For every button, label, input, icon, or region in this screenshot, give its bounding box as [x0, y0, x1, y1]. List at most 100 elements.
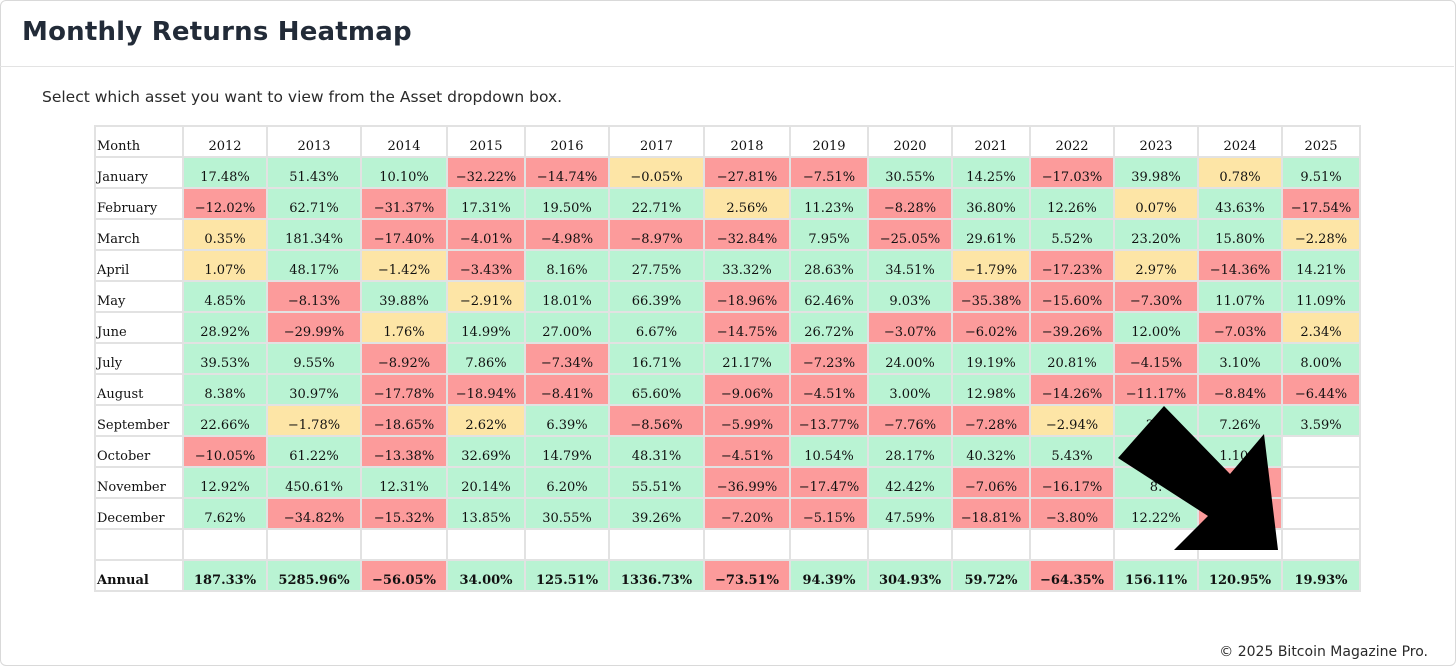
heatmap-cell: 7.26% — [1197, 404, 1283, 437]
heatmap-cell: 3.10% — [1197, 342, 1283, 375]
month-label: January — [94, 156, 184, 189]
heatmap-cell: 0.07% — [1113, 187, 1199, 220]
heatmap-cell: −29.99% — [266, 311, 362, 344]
month-label: April — [94, 249, 184, 282]
heatmap-cell: 66.39% — [608, 280, 705, 313]
year-header-2014: 2014 — [360, 125, 448, 158]
heatmap-cell: −32.84% — [703, 218, 791, 251]
heatmap-cell: 12.31% — [360, 466, 448, 499]
heatmap-cell: −32.22% — [446, 156, 526, 189]
heatmap-cell: 12.98% — [951, 373, 1031, 406]
heatmap-cell: −34.82% — [266, 497, 362, 530]
spacer-cell — [703, 528, 791, 561]
heatmap-cell: 1.76% — [360, 311, 448, 344]
heatmap-cell: 9.55% — [266, 342, 362, 375]
heatmap-cell: −4.15% — [1113, 342, 1199, 375]
table-row: February −12.02% 62.71% −31.37% 17.31% 19.50%… — [94, 187, 1361, 220]
annual-cell: −73.51% — [703, 559, 791, 592]
heatmap-cell: −4.98% — [524, 218, 610, 251]
heatmap-cell: −7.76% — [867, 404, 953, 437]
month-label: August — [94, 373, 184, 406]
heatmap-cell: 28.63% — [789, 249, 869, 282]
month-label: May — [94, 280, 184, 313]
annual-cell: 5285.96% — [266, 559, 362, 592]
table-row: January 17.48% 51.43% 10.10% −32.22% −14.74% −… — [94, 156, 1361, 189]
heatmap-cell — [1281, 435, 1361, 468]
heatmap-cell: 47.59% — [867, 497, 953, 530]
heatmap-cell: −8.84% — [1197, 373, 1283, 406]
heatmap-cell: −7.34% — [524, 342, 610, 375]
heatmap-cell: 8.00% — [1281, 342, 1361, 375]
heatmap-cell: 12.92% — [182, 466, 268, 499]
heatmap-cell: −7.06% — [951, 466, 1031, 499]
heatmap-cell: −17.54% — [1281, 187, 1361, 220]
heatmap-cell: −25.05% — [867, 218, 953, 251]
heatmap-cell: −6.02% — [951, 311, 1031, 344]
heatmap-cell: −7.23% — [789, 342, 869, 375]
heatmap-cell: 12.22% — [1113, 497, 1199, 530]
heatmap-cell: 28.17% — [867, 435, 953, 468]
heatmap-cell: 2.97% — [1113, 249, 1199, 282]
heatmap-cell: 33.32% — [703, 249, 791, 282]
heatmap-cell: 42.42% — [867, 466, 953, 499]
heatmap-cell: 14.25% — [951, 156, 1031, 189]
year-header-2017: 2017 — [608, 125, 705, 158]
heatmap-cell: −8.41% — [524, 373, 610, 406]
year-header-2018: 2018 — [703, 125, 791, 158]
annual-cell: 125.51% — [524, 559, 610, 592]
heatmap-cell: 14.79% — [524, 435, 610, 468]
annual-cell: 120.95% — [1197, 559, 1283, 592]
annual-cell: 304.93% — [867, 559, 953, 592]
heatmap-cell: 12.00% — [1113, 311, 1199, 344]
heatmap-cell: 22.71% — [608, 187, 705, 220]
heatmap-cell: 17.31% — [446, 187, 526, 220]
heatmap-cell: 5.52% — [1029, 218, 1115, 251]
heatmap-cell: −17.23% — [1029, 249, 1115, 282]
monthly-returns-heatmap: Month 2012 2013 2014 2015 2016 2017 2018 2019 20… — [94, 125, 1361, 592]
heatmap-cell: 43.63% — [1197, 187, 1283, 220]
table-row: October −10.05% 61.22% −13.38% 32.69% 14.79% 4… — [94, 435, 1361, 468]
annotation-arrow-icon — [1118, 406, 1278, 550]
heatmap-cell: −13.77% — [789, 404, 869, 437]
heatmap-cell: 36.80% — [951, 187, 1031, 220]
heatmap-cell: −8.97% — [608, 218, 705, 251]
annual-cell: −56.05% — [360, 559, 448, 592]
heatmap-cell: 62.46% — [789, 280, 869, 313]
heatmap-cell: 55.51% — [608, 466, 705, 499]
heatmap-cell: 21.17% — [703, 342, 791, 375]
heatmap-cell: 1.07% — [182, 249, 268, 282]
heatmap-cell: 16.71% — [608, 342, 705, 375]
table-row: April 1.07% 48.17% −1.42% −3.43% 8.16% 27.75% 3… — [94, 249, 1361, 282]
heatmap-cell: 28.92% — [182, 311, 268, 344]
year-header-2021: 2021 — [951, 125, 1031, 158]
month-label: July — [94, 342, 184, 375]
heatmap-cell: −2.28% — [1281, 218, 1361, 251]
spacer-cell — [94, 528, 184, 561]
heatmap-cell: 13.85% — [446, 497, 526, 530]
spacer-cell — [867, 528, 953, 561]
annual-cell: 187.33% — [182, 559, 268, 592]
heatmap-cell: 30.97% — [266, 373, 362, 406]
heatmap-cell: −15.32% — [360, 497, 448, 530]
heatmap-cell: 0.35% — [182, 218, 268, 251]
heatmap-cell: 8.38% — [182, 373, 268, 406]
annual-cell: 94.39% — [789, 559, 869, 592]
year-header-2015: 2015 — [446, 125, 526, 158]
year-header-2012: 2012 — [182, 125, 268, 158]
month-label: November — [94, 466, 184, 499]
spacer-cell — [524, 528, 610, 561]
heatmap-cell: −7.51% — [789, 156, 869, 189]
month-column-header: Month — [94, 125, 184, 158]
heatmap-cell: 29.61% — [951, 218, 1031, 251]
heatmap-cell: 65.60% — [608, 373, 705, 406]
heatmap-cell: 3.59% — [1281, 404, 1361, 437]
heatmap-cell: −9.06% — [703, 373, 791, 406]
year-header-2013: 2013 — [266, 125, 362, 158]
copyright-footer: © 2025 Bitcoin Magazine Pro. — [1219, 644, 1428, 660]
heatmap-cell: 3.00% — [867, 373, 953, 406]
heatmap-cell: 17.48% — [182, 156, 268, 189]
heatmap-cell: 23.20% — [1113, 218, 1199, 251]
heatmap-cell: −14.26% — [1029, 373, 1115, 406]
heatmap-cell: −5.99% — [703, 404, 791, 437]
spacer-cell — [446, 528, 526, 561]
